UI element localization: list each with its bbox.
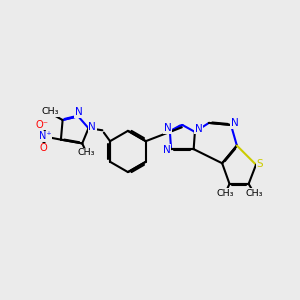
Text: N: N: [164, 123, 171, 133]
Text: N: N: [163, 145, 171, 155]
Text: CH₃: CH₃: [41, 107, 59, 116]
Text: N: N: [231, 118, 239, 128]
Text: CH₃: CH₃: [245, 189, 263, 198]
Text: S: S: [257, 159, 263, 169]
Text: N: N: [195, 124, 203, 134]
Text: CH₃: CH₃: [216, 189, 234, 198]
Text: N: N: [88, 122, 96, 132]
Text: O: O: [39, 143, 47, 154]
Text: N: N: [75, 107, 82, 118]
Text: CH₃: CH₃: [78, 148, 95, 157]
Text: O⁻: O⁻: [36, 120, 49, 130]
Text: N⁺: N⁺: [39, 131, 52, 141]
